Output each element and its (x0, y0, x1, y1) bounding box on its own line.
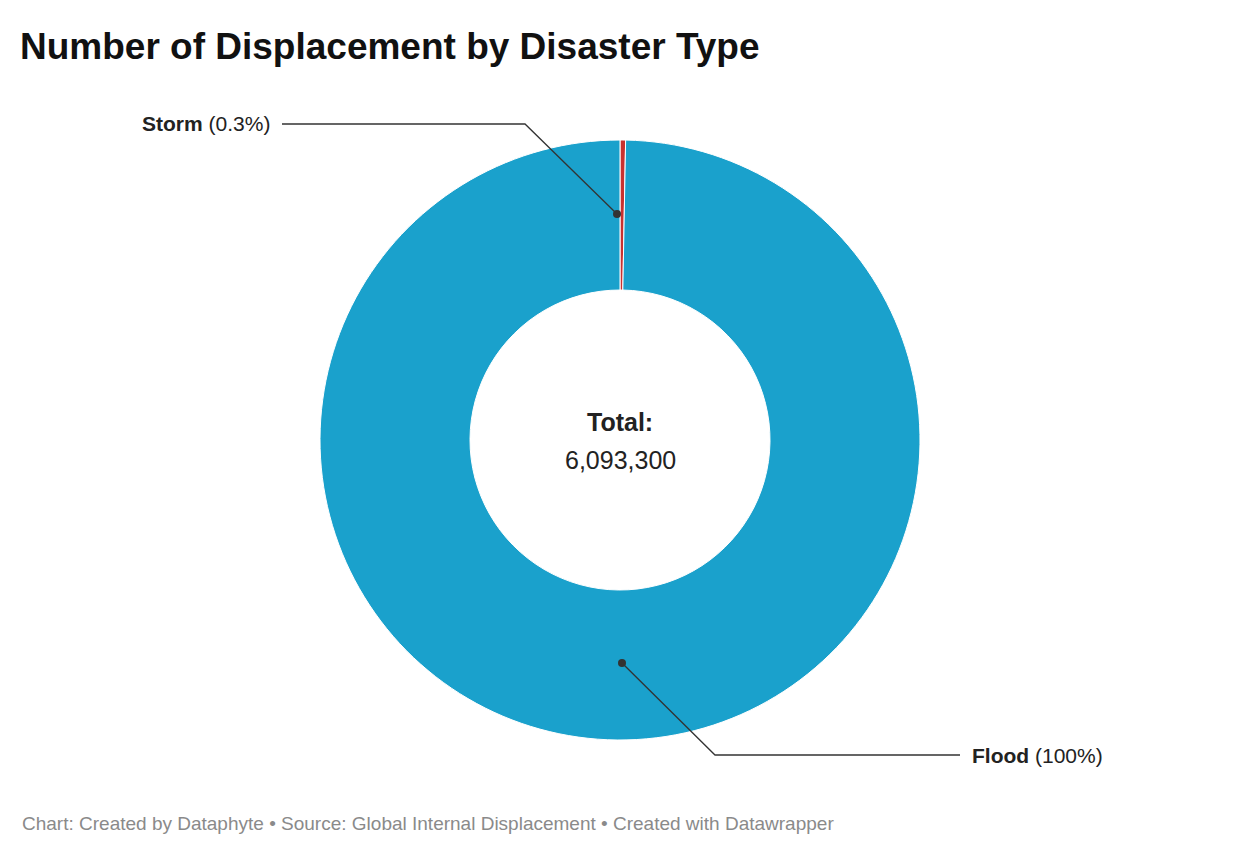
svg-text:Storm (0.3%): Storm (0.3%) (142, 112, 270, 135)
svg-text:Flood (100%): Flood (100%) (972, 744, 1103, 767)
svg-text:Total:: Total: (587, 408, 653, 436)
svg-text:Chart: Created by Dataphyte •: Chart: Created by Dataphyte • Source: Gl… (22, 813, 834, 834)
svg-text:Number of Displacement by Disa: Number of Displacement by Disaster Type (20, 26, 760, 67)
svg-text:6,093,300: 6,093,300 (565, 446, 676, 474)
